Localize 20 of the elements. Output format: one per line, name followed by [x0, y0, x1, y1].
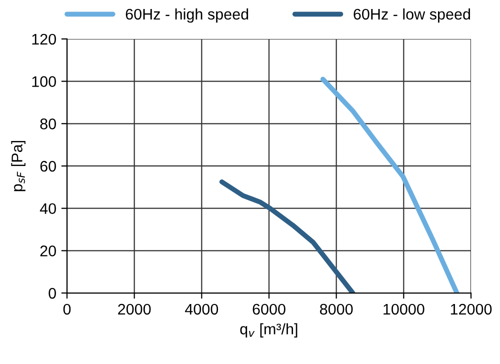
- x-tick-label: 10000: [384, 304, 424, 315]
- legend-label: 60Hz - low speed: [354, 8, 470, 23]
- y-tick-label: 40: [40, 203, 56, 214]
- line-series: [320, 76, 460, 294]
- line-series: [219, 179, 356, 294]
- x-axis-title: q$_{v}$ [m³/h]: [240, 323, 298, 338]
- x-tick-label: 4000: [185, 304, 218, 315]
- y-tick-label: 60: [40, 160, 56, 172]
- y-tick-label: 120: [32, 34, 56, 45]
- y-tick-label: 0: [48, 288, 56, 299]
- x-tick-label: 6000: [252, 304, 286, 315]
- x-tick-label: 0: [63, 304, 71, 315]
- y-tick-label: 100: [32, 76, 56, 87]
- legend-label: 60Hz - high speed: [126, 8, 248, 23]
- x-tick-label: 12000: [450, 304, 492, 315]
- x-tick-label: 8000: [320, 304, 353, 315]
- y-tick-label: 80: [40, 118, 56, 130]
- x-tick-label: 2000: [118, 304, 151, 315]
- y-tick-label: 20: [40, 246, 56, 256]
- y-axis-title: p$_{sF}$ [Pa]: [11, 140, 26, 192]
